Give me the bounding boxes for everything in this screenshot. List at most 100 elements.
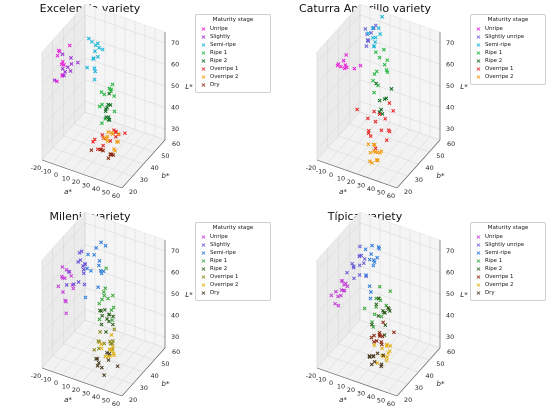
legend-label: Slightly unripe — [485, 34, 525, 40]
scatter-point — [381, 320, 386, 325]
legend-marker-icon: × — [200, 249, 207, 257]
y-gridline — [84, 212, 166, 349]
legend-marker-icon: × — [475, 257, 482, 265]
scatter-point — [112, 327, 117, 332]
legend-item: × Ripe 1 — [474, 49, 542, 57]
scatter-point — [106, 156, 111, 161]
scatter-point — [71, 286, 76, 291]
scatter-point — [388, 343, 393, 348]
scatter-point — [376, 313, 381, 318]
scatter-point — [99, 346, 104, 351]
scatter-point — [372, 142, 377, 147]
scatter-point — [371, 44, 376, 49]
scatter-point — [94, 356, 98, 361]
scatter-point — [382, 333, 387, 338]
scatter-point — [362, 256, 367, 261]
data-points — [56, 240, 120, 378]
z-axis-label: L* — [185, 291, 193, 299]
legend-marker-icon: × — [475, 73, 482, 81]
scatter-point — [370, 160, 375, 165]
y-tick-label: 20 — [129, 188, 137, 196]
scatter-point — [373, 119, 378, 124]
scatter-point — [365, 116, 370, 121]
z-tick-label: 30 — [446, 333, 454, 341]
scatter-point — [61, 63, 66, 67]
scatter-point — [376, 296, 381, 301]
scatter-point — [345, 284, 350, 289]
z-tick-label: 70 — [446, 247, 454, 255]
scatter-point — [343, 63, 348, 68]
scatter-point — [383, 116, 388, 121]
x-tick-label: -20 — [306, 372, 316, 380]
scatter-point — [100, 132, 105, 137]
legend-label: Slightly unripe — [485, 242, 525, 248]
x-tick-label: -20 — [306, 164, 316, 172]
scatter-point — [345, 270, 349, 275]
scatter-point — [111, 314, 116, 319]
x-tick-label: -20 — [31, 164, 41, 172]
legend-marker-icon: × — [200, 73, 207, 81]
scatter-point — [107, 86, 112, 91]
legend-item: × Semi-ripe — [474, 41, 542, 49]
y-axis-label: b* — [437, 380, 445, 388]
scatter-point — [367, 257, 372, 262]
scatter-point — [101, 289, 106, 294]
legend-item: × Dry — [474, 289, 542, 297]
scatter-point — [352, 276, 356, 281]
scatter-point — [89, 39, 94, 44]
scatter-point — [385, 355, 390, 359]
scatter-point — [108, 138, 113, 143]
scatter-point — [341, 58, 346, 63]
scatter-point — [52, 78, 57, 83]
z-tick-label: 30 — [171, 125, 179, 133]
scatter-point — [358, 63, 363, 68]
legend-marker-icon: × — [475, 249, 482, 257]
legend-marker-icon: × — [475, 49, 482, 57]
legend-title: Maturity stage — [487, 17, 529, 23]
scatter-point — [371, 142, 376, 147]
scatter-point — [105, 139, 110, 144]
y-tick-label: 40 — [151, 164, 159, 172]
scatter-point — [102, 307, 107, 312]
legend-label: Ripe 1 — [210, 50, 228, 56]
scatter-point — [380, 334, 385, 339]
legend-item: × Semi-ripe — [199, 249, 267, 257]
scatter-point — [67, 43, 72, 48]
legend-label: Ripe 1 — [210, 258, 228, 264]
x-tick-label: 0 — [54, 379, 58, 387]
legend-marker-icon: × — [475, 233, 482, 241]
scatter-point — [333, 301, 338, 306]
z-tick-label: 50 — [171, 290, 179, 298]
legend-label: Semi-ripe — [210, 250, 236, 256]
legend-item: × Slightly — [199, 33, 267, 41]
legend-label: Overripe 2 — [210, 74, 239, 80]
scatter-point — [111, 305, 116, 310]
scatter-point — [99, 121, 104, 126]
scatter3d-plot: -20 -10 0 10 20 30 40 50 60 20304050603040506070a… — [306, 211, 468, 408]
legend-label: Unripe — [210, 234, 228, 240]
scatter-point — [85, 65, 90, 70]
scatter-point — [106, 296, 110, 301]
scatter-point — [55, 79, 59, 84]
scatter-point — [333, 289, 338, 294]
scatter-point — [369, 322, 374, 327]
legend-marker-icon: × — [200, 33, 207, 41]
y-tick-label: 60 — [172, 140, 180, 148]
scatter-point — [391, 330, 396, 335]
legend-marker-icon: × — [475, 241, 482, 249]
z-tick-label: 60 — [446, 268, 454, 276]
legend-label: Overripe 2 — [210, 282, 239, 288]
scatter-point — [98, 147, 103, 152]
legend-item: × Slightly unripe — [474, 33, 542, 41]
scatter-point — [336, 303, 341, 308]
scatter-point — [113, 130, 118, 135]
scatter-point — [97, 301, 102, 306]
legend-title: Maturity stage — [212, 225, 254, 231]
y-tick-label: 40 — [151, 372, 159, 380]
scatter-point — [56, 48, 61, 53]
z-tick-label: 60 — [446, 60, 454, 68]
scatter-point — [59, 274, 64, 279]
y-tick-label: 50 — [436, 360, 444, 368]
scatter-point — [338, 293, 343, 298]
scatter-point — [372, 312, 377, 317]
